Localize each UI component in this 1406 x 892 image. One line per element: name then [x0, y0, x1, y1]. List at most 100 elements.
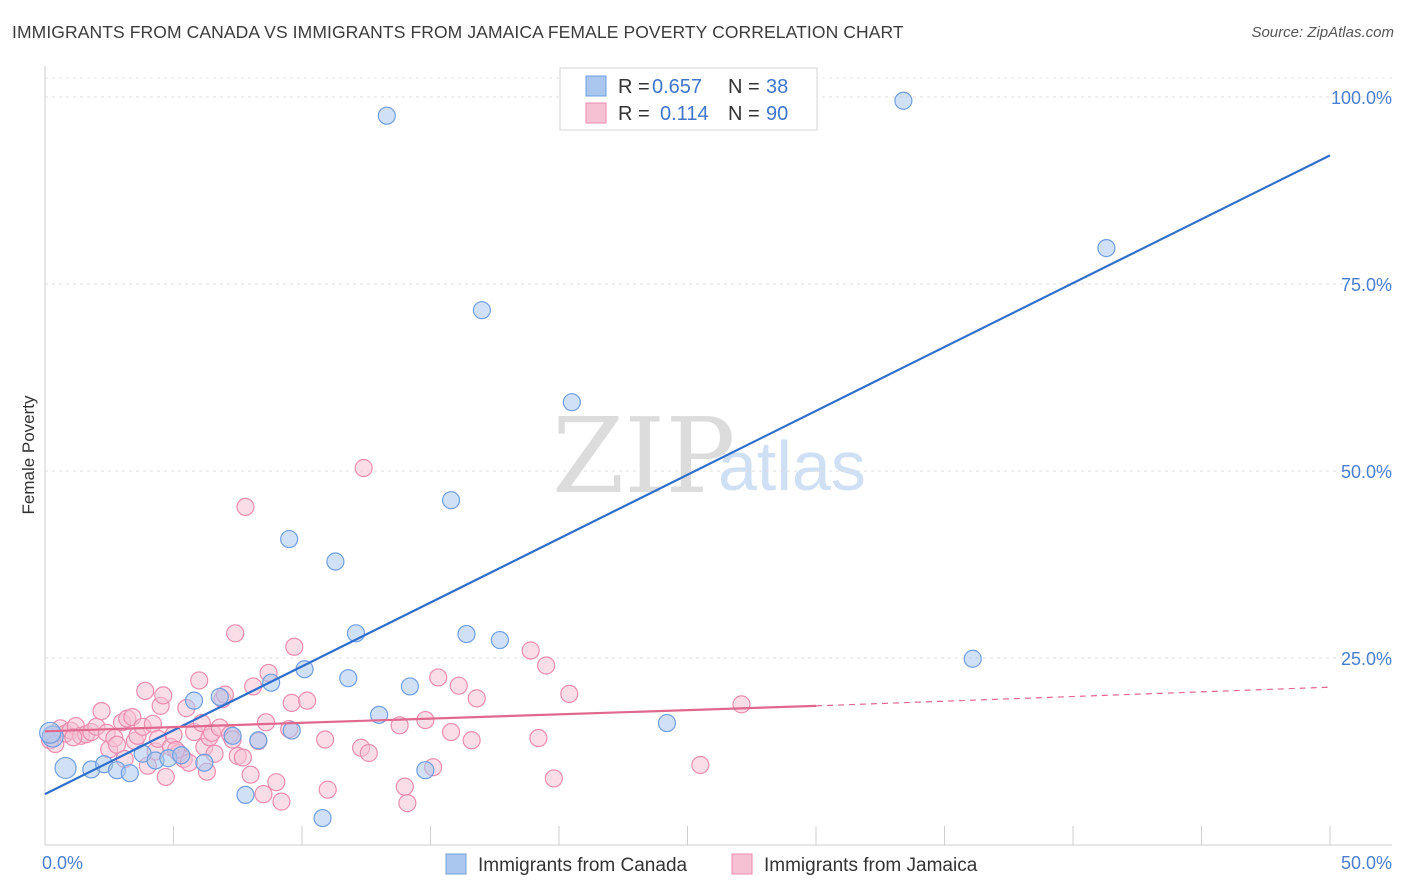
jamaica-point	[449, 676, 468, 695]
jamaica-point	[359, 743, 378, 763]
canada-point	[236, 785, 255, 804]
y-tick-label: 100.0%	[1331, 88, 1392, 108]
jamaica-point	[521, 641, 540, 660]
jamaica-point	[316, 730, 335, 749]
canada-point	[54, 756, 77, 780]
jamaica-point	[429, 668, 448, 687]
canada-point	[1097, 238, 1116, 258]
canada-point	[210, 687, 229, 706]
legend-swatch-canada	[585, 75, 607, 97]
gridlines	[45, 77, 1392, 659]
canada-point	[249, 731, 268, 750]
series-legend-label-jamaica: Immigrants from Jamaica	[764, 855, 978, 876]
canada-trend-line	[44, 154, 1331, 796]
canada-point	[457, 624, 476, 644]
y-tick-label: 75.0%	[1341, 275, 1392, 295]
jamaica-point	[537, 656, 556, 675]
canada-point	[562, 393, 581, 412]
canada-point	[963, 649, 982, 668]
legend-r-label-jamaica: R =	[618, 103, 650, 125]
jamaica-trend-extension	[815, 686, 1331, 707]
canada-point	[39, 721, 62, 744]
canada-point	[377, 106, 396, 125]
legend-n-label-canada: N =	[728, 76, 760, 98]
canada-point	[416, 761, 435, 780]
jamaica-point	[462, 731, 481, 750]
jamaica-point	[190, 671, 209, 690]
jamaica-point	[560, 684, 579, 704]
stats-legend: R = 0.657 N = 38 R = 0.114 N = 90	[559, 67, 818, 131]
jamaica-point	[92, 702, 111, 721]
series-canada-points	[39, 91, 1116, 828]
x-tick-label: 50.0%	[1341, 853, 1392, 873]
y-tick-label: 25.0%	[1341, 649, 1392, 669]
legend-r-value-jamaica: 0.114	[660, 103, 709, 125]
x-tick-labels: 0.0% 50.0%	[42, 853, 1392, 873]
jamaica-point	[154, 686, 173, 705]
canada-point	[223, 726, 242, 745]
jamaica-point	[256, 713, 276, 732]
jamaica-point	[241, 765, 260, 784]
canada-point	[282, 721, 301, 740]
jamaica-point	[272, 792, 291, 811]
legend-n-label-jamaica: N =	[728, 103, 760, 125]
jamaica-point	[233, 748, 252, 767]
jamaica-point	[467, 689, 486, 708]
y-tick-labels: 25.0% 50.0% 75.0% 100.0%	[1331, 88, 1392, 669]
jamaica-point	[390, 716, 409, 735]
jamaica-point	[416, 710, 435, 730]
y-tick-label: 50.0%	[1341, 462, 1392, 482]
jamaica-point	[398, 794, 417, 813]
legend-swatch-jamaica	[585, 102, 607, 124]
y-axis-label: Female Poverty	[19, 395, 38, 515]
legend-n-value-jamaica: 90	[766, 103, 788, 125]
watermark-atlas: atlas	[718, 427, 866, 505]
legend-r-value-canada: 0.657	[652, 76, 702, 98]
axes	[44, 66, 1392, 846]
jamaica-point	[156, 767, 175, 787]
canada-point	[400, 677, 420, 696]
jamaica-point	[298, 691, 317, 710]
canada-point	[280, 529, 299, 549]
series-legend-label-canada: Immigrants from Canada	[478, 855, 688, 876]
trend-lines	[44, 154, 1331, 796]
canada-point	[172, 746, 191, 765]
canada-point	[313, 808, 332, 828]
canada-point	[339, 669, 358, 688]
canada-point	[657, 713, 677, 733]
jamaica-point	[107, 735, 127, 754]
x-tick-label: 0.0%	[42, 853, 83, 873]
canada-point	[184, 691, 204, 710]
jamaica-point	[244, 677, 263, 696]
canada-point	[490, 630, 509, 650]
canada-point	[441, 491, 461, 510]
source-credit: Source: ZipAtlas.com	[1251, 24, 1394, 41]
jamaica-point	[691, 755, 710, 775]
legend-n-value-canada: 38	[766, 76, 788, 98]
canada-point	[326, 552, 345, 571]
jamaica-point	[236, 497, 255, 517]
jamaica-point	[318, 780, 337, 799]
canada-point	[195, 753, 214, 772]
jamaica-point	[254, 785, 273, 804]
jamaica-point	[64, 728, 83, 747]
jamaica-point	[529, 728, 548, 748]
jamaica-point	[267, 773, 286, 792]
series-legend-swatch-canada	[445, 853, 467, 875]
series-legend: Immigrants from Canada Immigrants from J…	[445, 853, 978, 876]
jamaica-point	[732, 695, 751, 714]
chart-title: IMMIGRANTS FROM CANADA VS IMMIGRANTS FRO…	[12, 22, 904, 42]
canada-point	[894, 91, 913, 110]
jamaica-point	[285, 637, 304, 656]
legend-r-label-canada: R =	[618, 76, 650, 98]
jamaica-point	[395, 777, 414, 796]
jamaica-point	[441, 722, 461, 742]
jamaica-point	[282, 693, 301, 712]
jamaica-point	[136, 681, 155, 701]
jamaica-point	[544, 769, 563, 788]
watermark: ZIP atlas	[552, 395, 866, 517]
series-legend-swatch-jamaica	[731, 853, 753, 875]
canada-point	[120, 764, 139, 783]
jamaica-trend-line	[44, 704, 817, 733]
